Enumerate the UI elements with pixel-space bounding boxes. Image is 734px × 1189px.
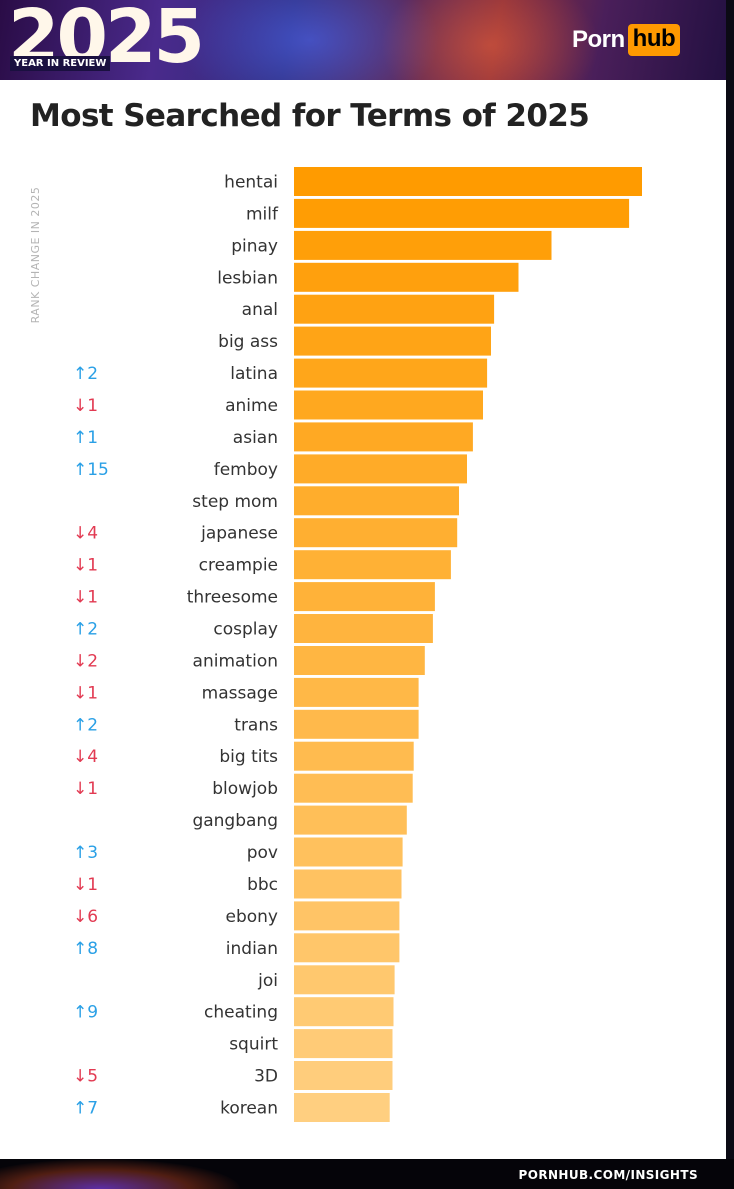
- rank-change-label: ↑9: [73, 1003, 98, 1023]
- header-glow: [380, 0, 600, 80]
- category-label: animation: [193, 652, 278, 672]
- rank-change-label: ↑2: [73, 620, 98, 640]
- bar: [294, 837, 403, 867]
- bar: [294, 550, 451, 580]
- bar: [294, 805, 407, 835]
- rank-change-label: ↓1: [73, 396, 98, 416]
- bar: [294, 454, 467, 484]
- rank-change-label: ↑2: [73, 715, 98, 735]
- footer-glow: [0, 1159, 240, 1189]
- rank-change-label: ↓4: [73, 524, 98, 544]
- bar: [294, 869, 402, 899]
- bar: [294, 1061, 393, 1090]
- category-label: latina: [230, 364, 278, 384]
- bar: [294, 1029, 393, 1059]
- bar: [294, 773, 413, 803]
- bar: [294, 326, 491, 356]
- bar: [294, 167, 642, 196]
- category-label: asian: [233, 428, 278, 448]
- year-in-review-label: YEAR IN REVIEW: [10, 56, 111, 71]
- category-label: trans: [234, 715, 278, 735]
- category-label: joi: [257, 971, 278, 991]
- category-label: bbc: [247, 875, 278, 895]
- header-banner: 2025 YEAR IN REVIEW Porn hub: [0, 0, 726, 80]
- bar: [294, 933, 400, 963]
- chart-title: Most Searched for Terms of 2025: [30, 98, 590, 134]
- bar: [294, 518, 458, 548]
- bar: [294, 965, 395, 995]
- bar: [294, 582, 435, 612]
- page-edge: [726, 0, 734, 1159]
- bar: [294, 358, 488, 388]
- bar: [294, 709, 419, 739]
- category-label: milf: [246, 204, 279, 224]
- category-label: indian: [226, 939, 278, 959]
- rank-change-label: ↑7: [73, 1099, 98, 1119]
- rank-change-label: ↓1: [73, 588, 98, 608]
- category-label: gangbang: [192, 811, 278, 831]
- category-label: cheating: [204, 1003, 278, 1023]
- rank-change-label: ↓1: [73, 779, 98, 799]
- rank-change-label: ↑15: [73, 460, 109, 480]
- category-label: hentai: [224, 173, 278, 193]
- category-label: blowjob: [212, 779, 278, 799]
- rank-change-label: ↓1: [73, 556, 98, 576]
- bar: [294, 997, 394, 1027]
- bar: [294, 677, 419, 707]
- rank-change-label: ↓4: [73, 747, 98, 767]
- bar: [294, 390, 483, 420]
- category-label: korean: [220, 1099, 278, 1119]
- category-label: anal: [242, 300, 278, 320]
- bar: [294, 230, 552, 260]
- rank-change-label: ↓5: [73, 1067, 98, 1087]
- rank-change-label: ↓6: [73, 907, 98, 927]
- rank-change-label: ↓2: [73, 652, 98, 672]
- bar: [294, 646, 425, 675]
- rank-change-label: ↓1: [73, 875, 98, 895]
- bar: [294, 294, 495, 324]
- category-label: lesbian: [217, 268, 278, 288]
- category-label: cosplay: [213, 620, 278, 640]
- bar: [294, 741, 414, 771]
- bar: [294, 901, 400, 931]
- rank-change-label: ↑2: [73, 364, 98, 384]
- footer: PORNHUB.COM/INSIGHTS: [0, 1159, 734, 1189]
- bar: [294, 614, 433, 643]
- category-label: anime: [225, 396, 278, 416]
- category-label: threesome: [187, 588, 278, 608]
- header-glow: [180, 0, 440, 80]
- category-label: massage: [202, 683, 278, 703]
- bar: [294, 262, 519, 292]
- category-label: squirt: [229, 1035, 278, 1055]
- logo-text: Porn: [572, 26, 625, 53]
- category-label: femboy: [214, 460, 278, 480]
- bar: [294, 1093, 390, 1122]
- category-label: big ass: [218, 332, 278, 352]
- category-label: 3D: [254, 1067, 278, 1087]
- footer-site-link[interactable]: PORNHUB.COM/INSIGHTS: [518, 1168, 698, 1182]
- category-label: pov: [247, 843, 278, 863]
- rank-change-label: ↑1: [73, 428, 98, 448]
- category-label: step mom: [192, 492, 278, 512]
- category-label: big tits: [219, 747, 278, 767]
- category-label: pinay: [231, 236, 278, 256]
- pornhub-logo[interactable]: Porn hub: [572, 22, 681, 58]
- rank-change-label: ↑3: [73, 843, 98, 863]
- bar: [294, 198, 630, 228]
- category-label: ebony: [226, 907, 279, 927]
- category-label: creampie: [199, 556, 278, 576]
- category-label: japanese: [200, 524, 278, 544]
- bar: [294, 486, 459, 516]
- logo-badge: hub: [627, 24, 681, 56]
- bar: [294, 422, 473, 452]
- rank-change-label: ↓1: [73, 683, 98, 703]
- rank-change-label: ↑8: [73, 939, 98, 959]
